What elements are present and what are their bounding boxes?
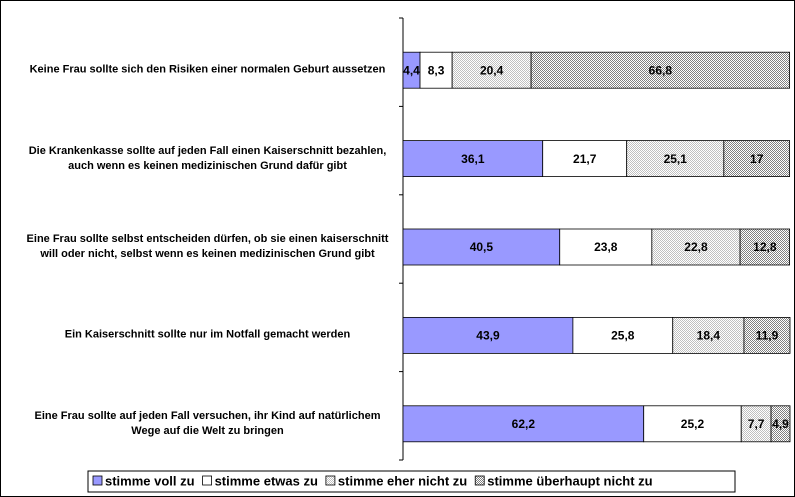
data-label: 66,8 [649, 63, 673, 77]
data-label: 22,8 [684, 240, 708, 254]
bar-segment [572, 316, 674, 354]
category-label: Eine Frau sollte auf jeden Fall versuche… [34, 409, 381, 437]
data-label: 4,4 [403, 63, 420, 77]
legend: stimme voll zu stimme etwas zu stimme eher… [87, 470, 736, 493]
category-label: Keine Frau sollte sich den Risiken einer… [29, 63, 386, 76]
bar-segment [451, 51, 532, 89]
data-label: 25,2 [681, 417, 705, 431]
legend-frame [87, 470, 736, 493]
bar-segment [559, 228, 653, 266]
data-label: 62,2 [512, 417, 536, 431]
category-label: Eine Frau sollte selbst entscheiden dürf… [26, 233, 389, 260]
data-label: 25,1 [664, 152, 688, 166]
bar-segment [740, 405, 772, 443]
bar-segment [672, 316, 745, 354]
data-label: 36,1 [461, 152, 485, 166]
legend-label: stimme überhaupt nicht zu [487, 473, 652, 488]
bar-segment [402, 316, 574, 354]
data-label: 40,5 [470, 240, 494, 254]
category-label: Die Krankenkasse sollte auf jeden Fall e… [28, 144, 387, 172]
data-label: 7,7 [748, 417, 765, 431]
bar-segment [626, 140, 725, 178]
data-label: 11,9 [756, 329, 779, 343]
category-label: Ein Kaiserschnitt sollte nur im Notfall … [64, 328, 351, 341]
legend-swatch [202, 475, 212, 486]
bar-segment [743, 316, 791, 354]
data-label: 12,8 [753, 240, 777, 254]
bar-segment [402, 228, 561, 266]
data-label: 17 [750, 152, 764, 166]
legend-label: stimme etwas zu [215, 473, 318, 488]
legend-swatch [325, 475, 336, 486]
legend-swatch [474, 475, 485, 486]
bar-segment [530, 51, 791, 89]
bar-segment [723, 140, 791, 178]
legend-label: stimme eher nicht zu [338, 473, 467, 488]
data-label: 4,9 [772, 417, 789, 431]
bar-segment [770, 405, 791, 443]
data-label: 43,9 [476, 329, 500, 343]
legend-label: stimme voll zu [105, 473, 195, 488]
data-label: 8,3 [428, 63, 445, 77]
legend-swatch [92, 475, 103, 486]
bar-segment [739, 228, 791, 266]
data-label: 23,8 [594, 240, 618, 254]
data-label: 20,4 [480, 63, 504, 77]
data-label: 18,4 [697, 329, 721, 343]
data-label: 25,8 [611, 329, 635, 343]
bar-segment [651, 228, 741, 266]
bar-segment [542, 140, 628, 178]
bar-segment [402, 140, 544, 178]
bar-segment [402, 405, 645, 443]
bar-segment [643, 405, 742, 443]
data-label: 21,7 [573, 152, 597, 166]
